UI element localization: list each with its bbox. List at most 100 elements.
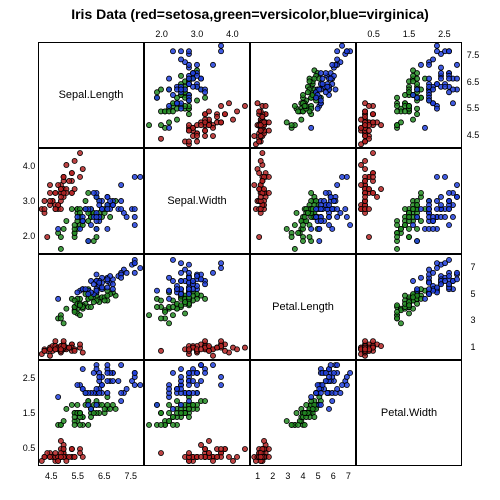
data-point [202, 128, 207, 133]
axis-ticks: 1234567 [250, 468, 356, 484]
data-point [198, 277, 203, 282]
data-point [53, 190, 58, 195]
data-point [310, 406, 315, 411]
data-point [394, 109, 399, 114]
data-point [202, 95, 207, 100]
data-point [218, 261, 223, 266]
data-point [326, 222, 331, 227]
scatter-plot [39, 255, 143, 359]
data-point [402, 222, 407, 227]
data-point [266, 128, 271, 133]
data-point [299, 117, 304, 122]
data-point [394, 316, 399, 321]
data-point [178, 57, 183, 62]
data-point [410, 295, 415, 300]
data-point [266, 446, 271, 451]
tick-label: 4.0 [226, 29, 239, 39]
data-point [108, 214, 113, 219]
data-point [162, 309, 167, 314]
data-point [186, 370, 191, 375]
data-point [186, 287, 191, 292]
data-point [266, 454, 271, 459]
data-point [186, 406, 191, 411]
scatter-cell [38, 360, 144, 466]
data-point [47, 198, 52, 203]
data-point [170, 278, 175, 283]
data-point [434, 49, 439, 54]
data-point [260, 150, 265, 155]
data-point [198, 454, 203, 459]
data-point [410, 222, 415, 227]
data-point [320, 382, 325, 387]
tick-label: 2.0 [23, 231, 36, 241]
data-point [206, 438, 211, 443]
data-point [320, 81, 325, 86]
data-point [86, 238, 91, 243]
data-point [410, 92, 415, 97]
data-point [146, 422, 151, 427]
tick-label: 3.0 [23, 196, 36, 206]
data-point [58, 246, 63, 251]
data-point [42, 348, 47, 353]
data-point [186, 76, 191, 81]
data-point [198, 378, 203, 383]
data-point [370, 112, 375, 117]
data-point [80, 350, 85, 355]
data-point [186, 139, 191, 144]
data-point [186, 62, 191, 67]
axis-ticks [250, 26, 356, 42]
data-point [178, 261, 183, 266]
data-point [83, 198, 88, 203]
data-point [132, 261, 137, 266]
data-point [258, 128, 263, 133]
data-point [174, 101, 179, 106]
data-point [132, 206, 137, 211]
data-point [146, 313, 151, 318]
data-point [326, 202, 331, 207]
data-point [289, 123, 294, 128]
data-point [94, 272, 99, 277]
data-point [430, 57, 435, 62]
data-point [335, 49, 340, 54]
tick-label: 7.5 [124, 471, 137, 481]
data-point [190, 402, 195, 407]
data-point [454, 76, 459, 81]
data-point [67, 345, 72, 350]
data-point [77, 150, 82, 155]
scatter-cell [250, 42, 356, 148]
data-point [154, 288, 159, 293]
data-point [426, 287, 431, 292]
data-point [119, 275, 124, 280]
data-point [77, 174, 82, 179]
data-point [105, 194, 110, 199]
data-point [258, 454, 263, 459]
data-point [335, 182, 340, 187]
tick-label: 6.5 [467, 77, 480, 87]
tick-label: 5.5 [71, 471, 84, 481]
data-point [97, 374, 102, 379]
data-point [335, 206, 340, 211]
data-point [307, 79, 312, 84]
data-point [305, 90, 310, 95]
data-point [64, 162, 69, 167]
data-point [86, 190, 91, 195]
axis-ticks: 4.03.02.0 [20, 148, 38, 254]
data-point [174, 386, 179, 391]
data-point [406, 303, 411, 308]
data-point [210, 353, 215, 358]
data-point [69, 402, 74, 407]
data-point [88, 406, 93, 411]
data-point [105, 378, 110, 383]
data-point [218, 49, 223, 54]
data-point [53, 450, 58, 455]
data-point [394, 246, 399, 251]
data-point [186, 291, 191, 296]
data-point [218, 339, 223, 344]
data-point [414, 76, 419, 81]
data-point [64, 306, 69, 311]
tick-label: 3.0 [191, 29, 204, 39]
data-point [47, 353, 52, 358]
data-point [402, 206, 407, 211]
data-point [446, 206, 451, 211]
data-point [258, 194, 263, 199]
